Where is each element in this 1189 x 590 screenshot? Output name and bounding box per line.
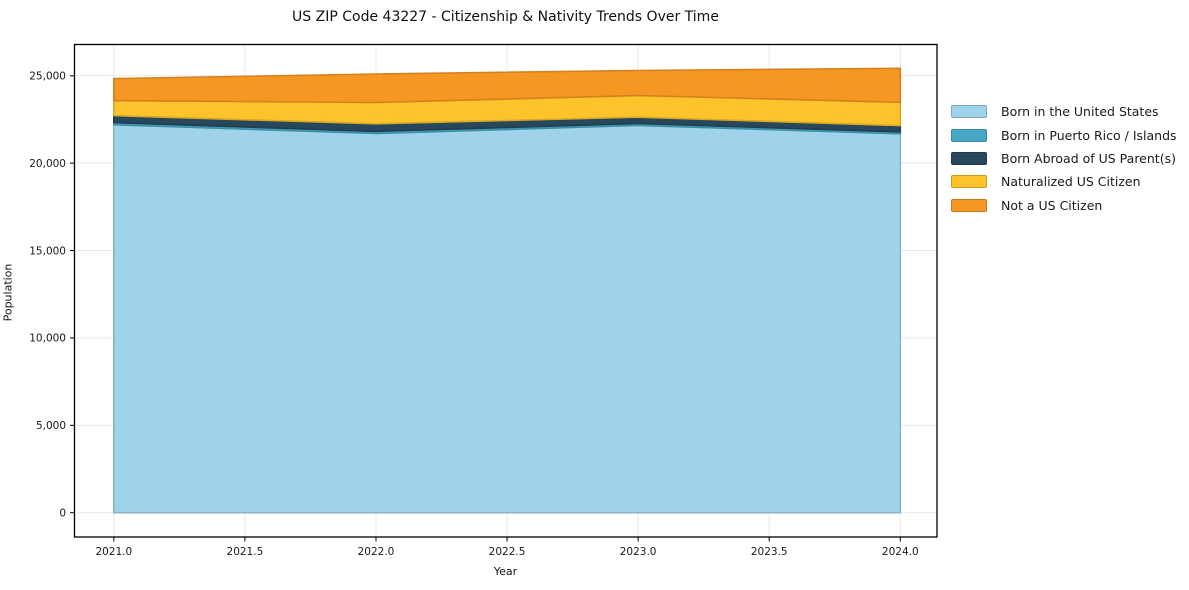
- plot-frame: [73, 43, 938, 538]
- y-axis-label: Population: [1, 263, 15, 322]
- area-not-a-us-citizen: [113, 67, 902, 104]
- x-tick-label: 2023.0: [620, 546, 657, 558]
- x-tick-label: 2024.0: [882, 546, 919, 558]
- x-tick-label: 2022.5: [489, 546, 526, 558]
- legend-item-not-citizen: Not a US Citizen: [951, 194, 1177, 217]
- legend-label-not-citizen: Not a US Citizen: [1001, 197, 1103, 213]
- legend-item-born-abroad: Born Abroad of US Parent(s): [951, 147, 1177, 170]
- x-axis-label: Year: [493, 565, 518, 578]
- legend-label-naturalized: Naturalized US Citizen: [1001, 174, 1141, 190]
- legend-swatch-not-citizen: [951, 198, 987, 212]
- legend-swatch-born-abroad: [951, 151, 987, 165]
- y-tick-label: 5,000: [36, 420, 66, 432]
- legend-swatch-born-us: [951, 105, 987, 119]
- legend: Born in the United States Born in Puerto…: [951, 100, 1177, 217]
- x-tick-label: 2021.5: [227, 546, 264, 558]
- legend-label-born-pr: Born in Puerto Rico / Islands: [1001, 127, 1177, 143]
- x-tick-label: 2023.5: [751, 546, 788, 558]
- y-tick-label: 20,000: [29, 158, 66, 170]
- legend-item-naturalized: Naturalized US Citizen: [951, 170, 1177, 193]
- x-tick-label: 2022.0: [358, 546, 395, 558]
- y-tick-label: 25,000: [29, 70, 66, 82]
- legend-label-born-us: Born in the United States: [1001, 104, 1159, 120]
- legend-item-born-pr: Born in Puerto Rico / Islands: [951, 123, 1177, 146]
- chart-title: US ZIP Code 43227 - Citizenship & Nativi…: [292, 9, 719, 25]
- y-tick-label: 10,000: [29, 333, 66, 345]
- legend-label-born-abroad: Born Abroad of US Parent(s): [1001, 150, 1176, 166]
- x-tick-label: 2021.0: [95, 546, 132, 558]
- legend-swatch-born-pr: [951, 128, 987, 142]
- legend-item-born-us: Born in the United States: [951, 100, 1177, 123]
- y-tick-label: 15,000: [29, 245, 66, 257]
- legend-swatch-naturalized: [951, 175, 987, 189]
- y-tick-label: 0: [59, 507, 66, 519]
- area-born-in-the-united-states: [113, 123, 902, 514]
